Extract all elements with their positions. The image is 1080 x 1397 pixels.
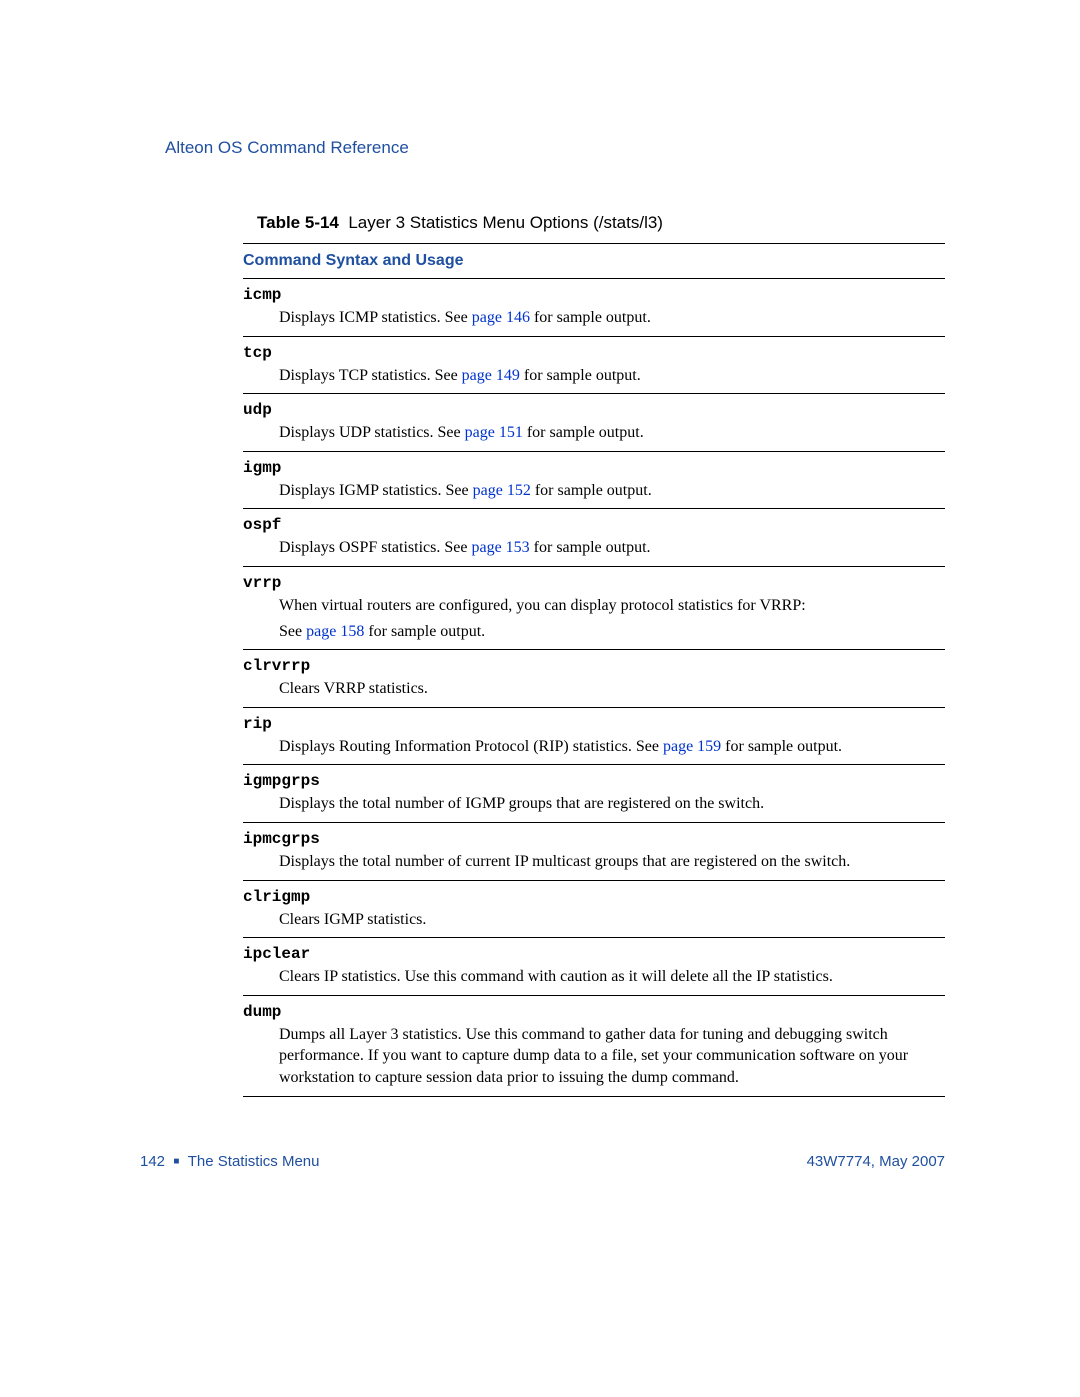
description-text: for sample output. [364, 623, 485, 640]
description-text: for sample output. [523, 424, 644, 441]
description-text: Displays Routing Information Protocol (R… [279, 738, 663, 755]
command-name: icmp [243, 286, 945, 304]
command-entry: icmp Displays ICMP statistics. See page 1… [243, 279, 945, 336]
description-text: for sample output. [520, 367, 641, 384]
page-link[interactable]: page 158 [306, 623, 364, 640]
command-entry: ipmcgrps Displays the total number of cur… [243, 823, 945, 880]
footer-left: 142 ■ The Statistics Menu [140, 1153, 319, 1170]
command-name: vrrp [243, 574, 945, 592]
page-link[interactable]: page 151 [465, 424, 523, 441]
description-text: for sample output. [530, 539, 651, 556]
command-description: Displays IGMP statistics. See page 152 f… [243, 480, 945, 509]
description-text: See [279, 623, 306, 640]
column-header: Command Syntax and Usage [243, 252, 945, 270]
footer-right: 43W7774, May 2007 [807, 1153, 945, 1170]
page-link[interactable]: page 152 [473, 482, 531, 499]
command-description: Displays TCP statistics. See page 149 fo… [243, 365, 945, 394]
command-name: udp [243, 401, 945, 419]
description-text: Displays UDP statistics. See [279, 424, 465, 441]
command-description: Displays the total number of current IP … [243, 851, 945, 880]
command-name: ospf [243, 516, 945, 534]
command-entry: dump Dumps all Layer 3 statistics. Use th… [243, 996, 945, 1096]
command-entry: ospf Displays OSPF statistics. See page 1… [243, 509, 945, 566]
rule-divider [243, 1096, 945, 1097]
command-name: igmp [243, 459, 945, 477]
page-link[interactable]: page 159 [663, 738, 721, 755]
command-name: clrigmp [243, 888, 945, 906]
command-entry: rip Displays Routing Information Protocol… [243, 708, 945, 765]
table-title: Layer 3 Statistics Menu Options (/stats/… [348, 213, 663, 232]
command-entry: ipclear Clears IP statistics. Use this co… [243, 938, 945, 995]
command-description: Displays UDP statistics. See page 151 fo… [243, 422, 945, 451]
page-link[interactable]: page 146 [472, 309, 530, 326]
table-caption: Table 5-14 Layer 3 Statistics Menu Optio… [257, 213, 945, 233]
page-link[interactable]: page 149 [462, 367, 520, 384]
command-description: Displays OSPF statistics. See page 153 f… [243, 537, 945, 566]
description-text: When virtual routers are configured, you… [279, 595, 945, 617]
command-entry: clrigmp Clears IGMP statistics. [243, 881, 945, 938]
command-name: clrvrrp [243, 657, 945, 675]
footer-square-icon: ■ [173, 1156, 179, 1167]
description-text: Displays ICMP statistics. See [279, 309, 472, 326]
command-entry: vrrp When virtual routers are configured,… [243, 567, 945, 649]
description-text: for sample output. [531, 482, 652, 499]
description-text: for sample output. [530, 309, 651, 326]
footer-chapter: The Statistics Menu [188, 1153, 320, 1170]
description-text: See page 158 for sample output. [279, 621, 945, 643]
page-footer: 142 ■ The Statistics Menu 43W7774, May 2… [140, 1153, 945, 1170]
description-text: for sample output. [721, 738, 842, 755]
command-description: Clears VRRP statistics. [243, 678, 945, 707]
command-description: Displays the total number of IGMP groups… [243, 793, 945, 822]
command-name: igmpgrps [243, 772, 945, 790]
command-name: ipmcgrps [243, 830, 945, 848]
table-label: Table 5-14 [257, 213, 339, 232]
description-text: Displays TCP statistics. See [279, 367, 462, 384]
command-name: ipclear [243, 945, 945, 963]
command-name: rip [243, 715, 945, 733]
command-entry: igmpgrps Displays the total number of IGM… [243, 765, 945, 822]
command-description: Dumps all Layer 3 statistics. Use this c… [243, 1024, 945, 1096]
description-text: Displays OSPF statistics. See [279, 539, 471, 556]
command-description: Displays Routing Information Protocol (R… [243, 736, 945, 765]
command-name: dump [243, 1003, 945, 1021]
page-number: 142 [140, 1153, 165, 1170]
command-description: When virtual routers are configured, you… [243, 595, 945, 649]
command-entry: tcp Displays TCP statistics. See page 149… [243, 337, 945, 394]
command-description: Displays ICMP statistics. See page 146 f… [243, 307, 945, 336]
command-description: Clears IGMP statistics. [243, 909, 945, 938]
command-entry: udp Displays UDP statistics. See page 151… [243, 394, 945, 451]
description-text: Displays IGMP statistics. See [279, 482, 473, 499]
command-entry: clrvrrp Clears VRRP statistics. [243, 650, 945, 707]
page-link[interactable]: page 153 [471, 539, 529, 556]
command-description: Clears IP statistics. Use this command w… [243, 966, 945, 995]
command-name: tcp [243, 344, 945, 362]
page-header: Alteon OS Command Reference [165, 138, 945, 158]
command-entry: igmp Displays IGMP statistics. See page 1… [243, 452, 945, 509]
rule-top [243, 243, 945, 244]
